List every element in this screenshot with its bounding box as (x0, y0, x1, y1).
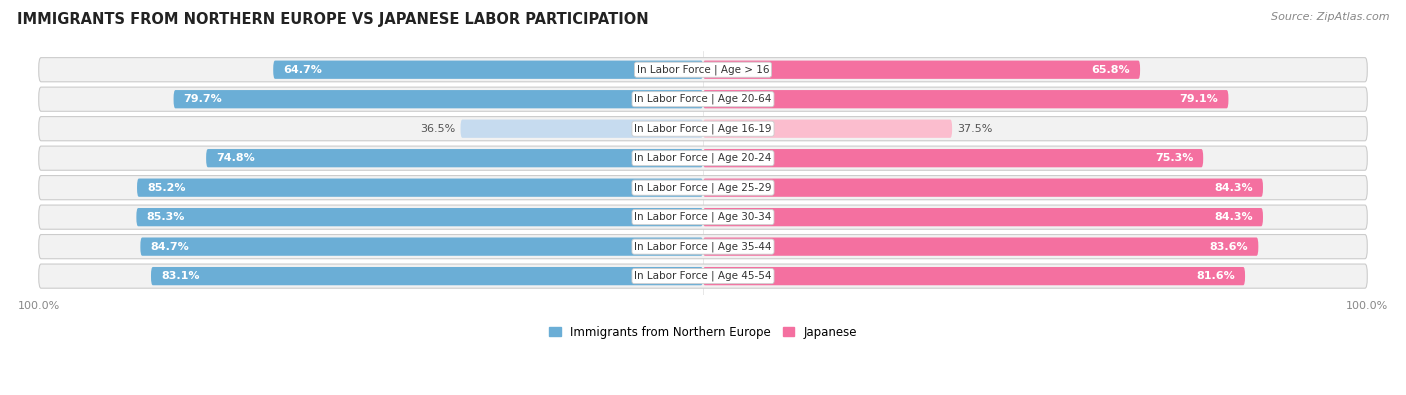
FancyBboxPatch shape (273, 60, 703, 79)
FancyBboxPatch shape (703, 149, 1204, 167)
Text: 75.3%: 75.3% (1154, 153, 1194, 163)
Text: 81.6%: 81.6% (1197, 271, 1234, 281)
Text: 85.2%: 85.2% (148, 182, 186, 193)
Text: 74.8%: 74.8% (217, 153, 254, 163)
Text: 84.3%: 84.3% (1215, 212, 1253, 222)
Text: In Labor Force | Age 25-29: In Labor Force | Age 25-29 (634, 182, 772, 193)
FancyBboxPatch shape (703, 208, 1263, 226)
FancyBboxPatch shape (173, 90, 703, 108)
FancyBboxPatch shape (39, 87, 1367, 111)
Text: 84.7%: 84.7% (150, 242, 188, 252)
Text: 64.7%: 64.7% (283, 65, 322, 75)
FancyBboxPatch shape (150, 267, 703, 285)
Text: 85.3%: 85.3% (146, 212, 184, 222)
FancyBboxPatch shape (703, 267, 1246, 285)
Text: 83.1%: 83.1% (160, 271, 200, 281)
Text: 37.5%: 37.5% (957, 124, 993, 134)
Text: In Labor Force | Age 30-34: In Labor Force | Age 30-34 (634, 212, 772, 222)
Text: In Labor Force | Age 20-64: In Labor Force | Age 20-64 (634, 94, 772, 104)
FancyBboxPatch shape (703, 60, 1140, 79)
FancyBboxPatch shape (461, 120, 703, 138)
FancyBboxPatch shape (39, 235, 1367, 259)
Legend: Immigrants from Northern Europe, Japanese: Immigrants from Northern Europe, Japanes… (544, 321, 862, 343)
Text: Source: ZipAtlas.com: Source: ZipAtlas.com (1271, 12, 1389, 22)
Text: IMMIGRANTS FROM NORTHERN EUROPE VS JAPANESE LABOR PARTICIPATION: IMMIGRANTS FROM NORTHERN EUROPE VS JAPAN… (17, 12, 648, 27)
FancyBboxPatch shape (207, 149, 703, 167)
FancyBboxPatch shape (136, 179, 703, 197)
FancyBboxPatch shape (703, 179, 1263, 197)
FancyBboxPatch shape (703, 237, 1258, 256)
Text: 84.3%: 84.3% (1215, 182, 1253, 193)
Text: In Labor Force | Age > 16: In Labor Force | Age > 16 (637, 64, 769, 75)
Text: In Labor Force | Age 16-19: In Labor Force | Age 16-19 (634, 124, 772, 134)
Text: 79.1%: 79.1% (1180, 94, 1219, 104)
FancyBboxPatch shape (39, 264, 1367, 288)
FancyBboxPatch shape (39, 205, 1367, 229)
Text: In Labor Force | Age 45-54: In Labor Force | Age 45-54 (634, 271, 772, 281)
Text: In Labor Force | Age 20-24: In Labor Force | Age 20-24 (634, 153, 772, 164)
FancyBboxPatch shape (703, 90, 1229, 108)
FancyBboxPatch shape (39, 117, 1367, 141)
FancyBboxPatch shape (39, 146, 1367, 170)
Text: 79.7%: 79.7% (184, 94, 222, 104)
Text: 83.6%: 83.6% (1209, 242, 1249, 252)
FancyBboxPatch shape (141, 237, 703, 256)
FancyBboxPatch shape (136, 208, 703, 226)
FancyBboxPatch shape (703, 120, 952, 138)
Text: In Labor Force | Age 35-44: In Labor Force | Age 35-44 (634, 241, 772, 252)
Text: 65.8%: 65.8% (1091, 65, 1130, 75)
Text: 36.5%: 36.5% (420, 124, 456, 134)
FancyBboxPatch shape (39, 175, 1367, 200)
FancyBboxPatch shape (39, 58, 1367, 82)
